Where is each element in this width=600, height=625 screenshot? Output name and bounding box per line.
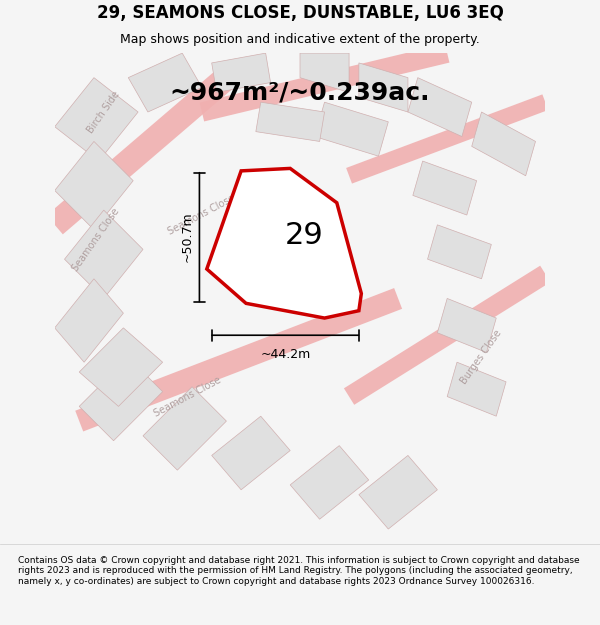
Polygon shape [79, 328, 163, 406]
Polygon shape [55, 141, 133, 230]
Text: Seamons Close: Seamons Close [71, 206, 122, 273]
Polygon shape [447, 362, 506, 416]
Text: Burges Close: Burges Close [459, 328, 504, 386]
Polygon shape [428, 225, 491, 279]
Text: ~50.7m: ~50.7m [181, 212, 194, 262]
Polygon shape [300, 53, 349, 92]
Polygon shape [315, 102, 388, 156]
Text: Contains OS data © Crown copyright and database right 2021. This information is : Contains OS data © Crown copyright and d… [18, 556, 580, 586]
Polygon shape [55, 279, 124, 362]
Text: 29: 29 [285, 221, 324, 250]
Polygon shape [359, 63, 408, 112]
Polygon shape [128, 53, 202, 112]
Polygon shape [143, 387, 226, 470]
Polygon shape [55, 78, 138, 161]
Text: ~44.2m: ~44.2m [260, 348, 310, 361]
Polygon shape [290, 446, 368, 519]
Polygon shape [256, 102, 325, 141]
Text: Seamons Close: Seamons Close [152, 374, 223, 419]
Polygon shape [64, 210, 143, 298]
Polygon shape [207, 168, 361, 318]
Polygon shape [359, 456, 437, 529]
Text: 29, SEAMONS CLOSE, DUNSTABLE, LU6 3EQ: 29, SEAMONS CLOSE, DUNSTABLE, LU6 3EQ [97, 4, 503, 22]
Polygon shape [79, 357, 163, 441]
Text: ~967m²/~0.239ac.: ~967m²/~0.239ac. [170, 81, 430, 104]
Polygon shape [413, 161, 476, 215]
Polygon shape [212, 416, 290, 490]
Polygon shape [212, 53, 271, 92]
Polygon shape [408, 78, 472, 136]
Polygon shape [437, 298, 496, 352]
Polygon shape [472, 112, 536, 176]
Text: Map shows position and indicative extent of the property.: Map shows position and indicative extent… [120, 33, 480, 46]
Text: Birch Side: Birch Side [86, 89, 122, 135]
Text: Seamons Close: Seamons Close [167, 193, 237, 237]
